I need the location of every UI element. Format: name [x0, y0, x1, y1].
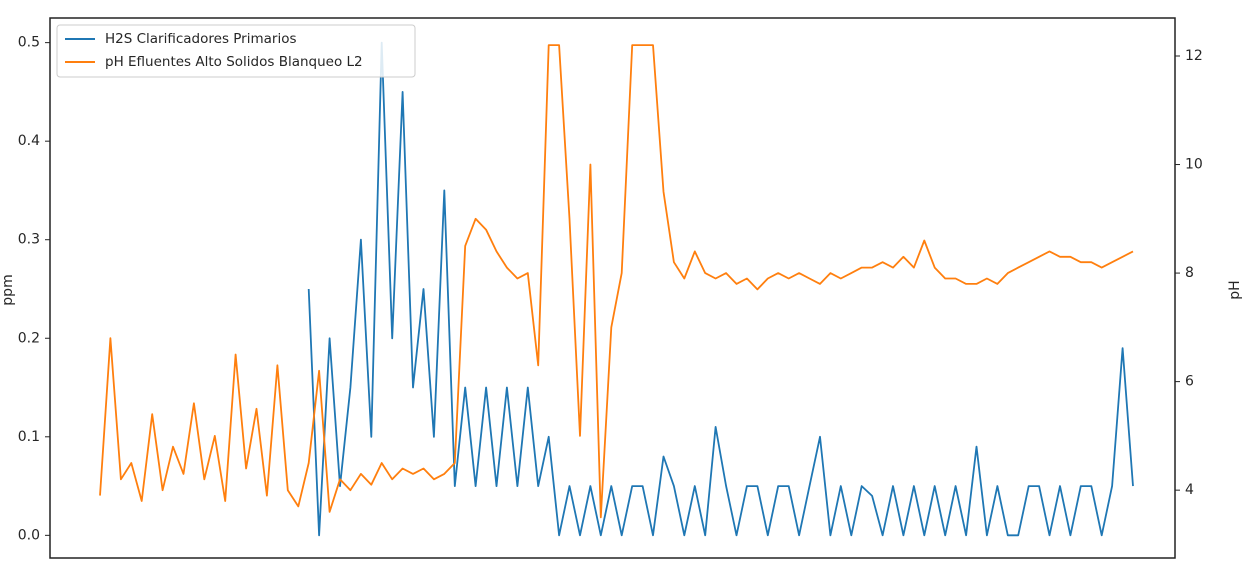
- legend-box: [56, 24, 416, 78]
- legend-label: pH Efluentes Alto Solidos Blanqueo L2: [105, 54, 363, 70]
- legend-label: H2S Clarificadores Primarios: [105, 31, 297, 47]
- y2-tick-label: 12: [1185, 48, 1203, 64]
- y-tick-label: 0.0: [18, 527, 40, 543]
- data-line: [99, 44, 1134, 519]
- y2-tick-label: 4: [1185, 482, 1194, 498]
- y2-tick-label: 6: [1185, 374, 1194, 390]
- y2-axis-label: pH: [1227, 280, 1243, 299]
- y-tick-label: 0.5: [18, 35, 40, 51]
- data-line: [307, 41, 1134, 537]
- y-tick-label: 0.2: [18, 330, 40, 346]
- y2-tick-label: 10: [1185, 157, 1203, 173]
- y-tick-label: 0.3: [18, 232, 40, 248]
- plot-frame: [49, 17, 1176, 559]
- legend: H2S Clarificadores Primarios pH Efluentes…: [56, 24, 416, 78]
- y2-tick-label: 8: [1185, 265, 1194, 281]
- y-axis-label: ppm: [0, 274, 16, 305]
- y-tick-label: 0.4: [18, 133, 40, 149]
- y-tick-label: 0.1: [18, 429, 40, 445]
